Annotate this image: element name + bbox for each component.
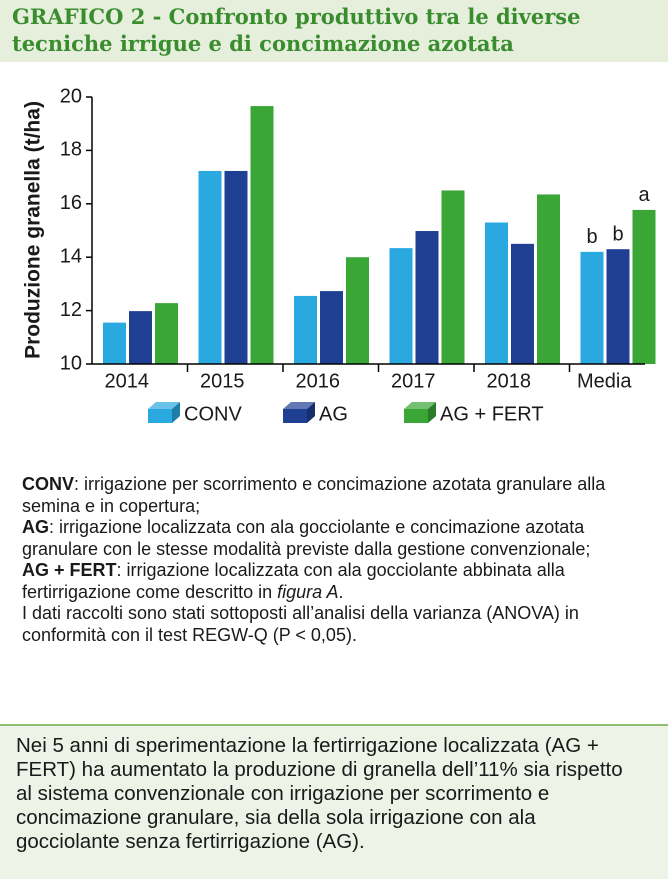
legend-swatch <box>283 409 307 423</box>
legend-label: AG <box>319 403 348 425</box>
bar <box>511 243 534 364</box>
bar <box>485 222 508 364</box>
bar <box>415 231 439 364</box>
y-tick-label: 14 <box>60 245 82 267</box>
x-tick-label: 2015 <box>200 370 245 392</box>
title-band: GRAFICO 2 - Confronto produttivo tra le … <box>0 0 668 62</box>
bar <box>129 311 152 364</box>
bar <box>606 249 630 364</box>
legend-swatch-side <box>428 402 436 423</box>
legend-swatch <box>148 409 172 423</box>
bar <box>198 170 222 364</box>
note: CONV: irrigazione per scorrimento e conc… <box>22 474 642 517</box>
x-tick-label: 2014 <box>105 370 150 392</box>
x-tick-label: Media <box>577 370 632 392</box>
bar <box>224 170 248 364</box>
title-line: GRAFICO 2 - Confronto produttivo tra le … <box>12 4 581 29</box>
legend-label: CONV <box>184 403 242 425</box>
legend-swatch-side <box>307 402 315 423</box>
legend-swatch-shade <box>307 402 315 423</box>
x-tick-label: 2016 <box>296 370 341 392</box>
legend-label: AG + FERT <box>440 403 544 425</box>
y-axis-label: Produzione granella (t/ha) <box>22 101 45 359</box>
legend-swatch-top <box>404 402 436 409</box>
footer-text: Nei 5 anni di sperimentazione la fertirr… <box>16 734 623 853</box>
legend-swatch-top <box>148 402 180 409</box>
bar <box>103 322 126 364</box>
note: I dati raccolti sono stati sottoposti al… <box>22 603 642 646</box>
legend-item: CONV <box>148 402 242 425</box>
legend-swatch-shade <box>172 402 180 423</box>
y-tick-label: 18 <box>60 139 82 161</box>
legend-swatch-side <box>172 402 180 423</box>
note-term: CONV <box>22 474 75 494</box>
footer: Nei 5 anni di sperimentazione la fertirr… <box>0 724 668 879</box>
legend-swatch <box>404 409 428 423</box>
note: AG: irrigazione localizzata con ala gocc… <box>22 517 642 560</box>
bar <box>441 190 465 364</box>
x-tick-label: 2017 <box>391 370 436 392</box>
notes: CONV: irrigazione per scorrimento e conc… <box>22 474 642 646</box>
note-italic: figura A <box>277 581 339 602</box>
y-tick-label: 16 <box>60 192 82 214</box>
note-text: I dati raccolti sono stati sottoposti al… <box>22 603 579 645</box>
bar <box>346 257 369 364</box>
bar <box>537 194 560 364</box>
bar <box>632 209 656 364</box>
bar <box>155 303 178 364</box>
legend-swatch-top <box>283 402 315 409</box>
legend-swatch-shade <box>428 402 436 423</box>
note-text: : irrigazione per scorrimento e concimaz… <box>22 474 606 516</box>
bar <box>580 251 604 364</box>
note-term: AG <box>22 517 49 537</box>
significance-letter: b <box>612 223 623 245</box>
bar <box>250 106 274 364</box>
note: AG + FERT: irrigazione localizzata con a… <box>22 560 642 603</box>
title-line: tecniche irrigue e di concimazione azota… <box>12 31 514 56</box>
note-term: AG + FERT <box>22 560 117 580</box>
note-text: . <box>338 581 344 602</box>
x-tick-label: 2018 <box>487 370 532 392</box>
y-tick-label: 20 <box>60 85 82 107</box>
significance-letter: a <box>638 184 650 206</box>
y-tick-label: 12 <box>60 299 82 321</box>
bar <box>320 291 343 364</box>
chart: Produzione granella (t/ha) 10 12 14 16 18 20 2… <box>22 85 656 425</box>
bar <box>389 248 413 364</box>
y-tick-label: 10 <box>60 352 82 374</box>
legend-item: AG + FERT <box>404 402 544 425</box>
note-text: : irrigazione localizzata con ala goccio… <box>22 517 591 559</box>
bar <box>294 295 317 364</box>
note-text: : irrigazione localizzata con ala goccio… <box>22 560 565 602</box>
legend-item: AG <box>283 402 348 425</box>
significance-letter: b <box>586 226 597 248</box>
